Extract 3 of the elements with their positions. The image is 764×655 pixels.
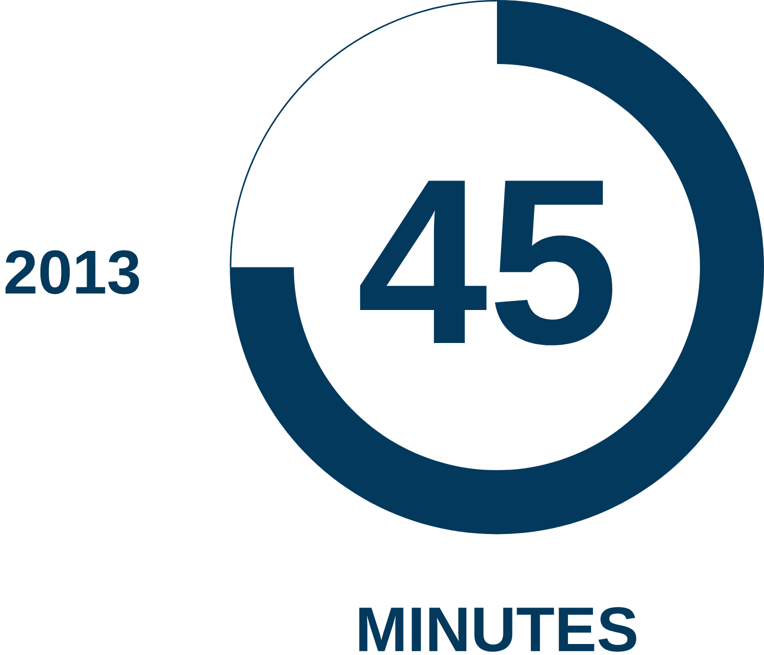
text: 2013 <box>6 250 140 294</box>
text: 45 <box>360 180 612 346</box>
text: MINUTES <box>359 607 636 652</box>
